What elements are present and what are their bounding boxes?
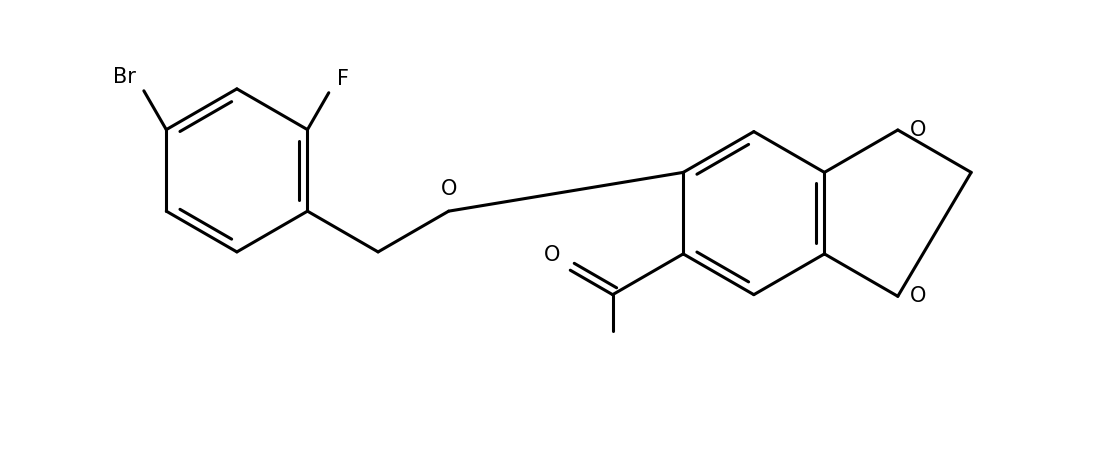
Text: O: O (910, 120, 926, 140)
Text: O: O (544, 245, 560, 265)
Text: Br: Br (113, 67, 136, 87)
Text: O: O (910, 286, 926, 306)
Text: F: F (337, 69, 349, 89)
Text: O: O (440, 179, 457, 199)
